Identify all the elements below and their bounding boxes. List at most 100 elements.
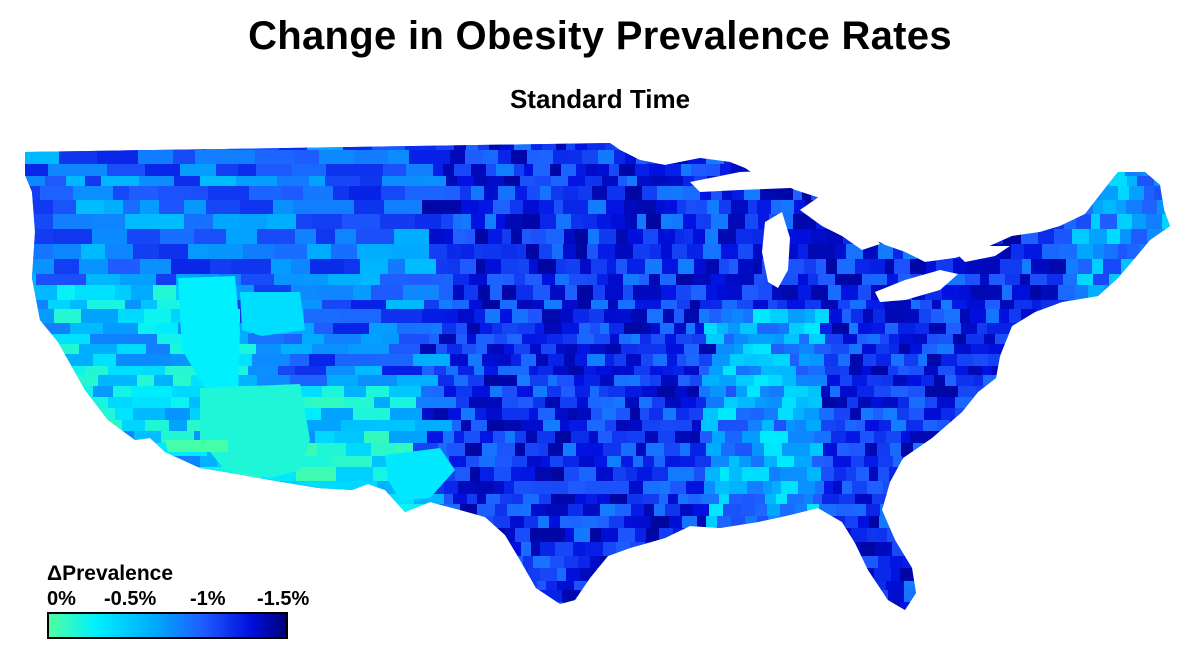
county-cell [1152,366,1165,376]
county-cell [694,467,706,482]
county-cell [627,420,643,432]
county-cell [889,344,900,355]
county-cell [903,244,918,260]
county-cell [1065,186,1080,201]
county-cell [430,274,444,286]
county-cell [517,244,527,260]
county-cell [633,581,648,591]
county-cell [579,456,595,468]
county-cell [113,386,132,398]
county-cell [129,334,158,345]
county-cell [1092,366,1109,376]
county-cell [454,375,469,387]
county-cell [1081,420,1098,432]
county-cell [693,504,710,517]
county-cell [547,528,566,543]
county-cell [829,602,845,610]
county-cell [740,323,758,335]
county-cell [718,408,737,421]
county-cell [871,323,886,335]
county-cell [706,443,722,457]
county-cell [1114,568,1131,582]
county-cell [757,516,769,529]
county-cell [847,556,862,569]
county-cell [527,456,542,468]
county-cell [465,443,483,457]
county-cell [910,344,923,355]
county-cell [564,556,579,569]
county-cell [704,481,716,495]
county-cell [960,542,975,557]
county-cell [442,528,457,543]
county-cell [706,542,721,557]
county-cell [893,244,904,260]
county-cell [1057,568,1072,582]
county-cell [1132,309,1144,324]
county-cell [610,494,628,505]
county-cell [804,542,815,557]
county-cell [639,397,653,409]
county-cell [566,568,581,582]
county-cell [1165,504,1170,517]
county-cell [414,323,433,335]
county-cell [125,481,160,495]
county-cell [1160,309,1170,324]
county-cell [1020,274,1031,286]
county-cell [616,542,631,557]
county-cell [531,229,547,245]
county-cell [1154,186,1164,201]
county-cell [307,143,344,151]
county-cell [929,516,944,529]
county-cell [45,176,67,187]
county-cell [472,386,491,398]
county-cell [1074,528,1084,543]
county-cell [805,528,819,543]
county-cell [677,300,691,310]
county-cell [431,386,445,398]
county-cell [1132,214,1147,230]
county-cell [369,494,386,505]
county-cell [900,568,916,582]
county-cell [1006,164,1022,177]
county-cell [466,143,479,151]
county-cell [1064,420,1082,432]
county-cell [628,229,644,245]
county-cell [550,481,569,495]
county-cell [996,456,1007,468]
county-cell [1075,200,1094,215]
county-cell [484,186,499,201]
county-cell [1133,334,1150,345]
county-cell [533,285,551,301]
county-cell [643,229,659,245]
county-cell [851,528,868,543]
county-cell [570,516,583,529]
county-cell [848,150,864,165]
county-cell [821,420,837,432]
county-cell [248,366,279,376]
county-cell [925,186,944,201]
county-cell [571,431,590,444]
county-cell [909,408,925,421]
county-cell [80,143,110,151]
county-cell [79,344,118,355]
county-cell [1052,164,1065,177]
county-cell [69,516,95,529]
county-cell [754,274,765,286]
county-cell [957,150,972,165]
county-cell [1071,309,1089,324]
county-cell [569,274,587,286]
county-cell [1066,516,1083,529]
county-cell [616,420,628,432]
county-cell [646,285,662,301]
county-cell [1087,481,1101,495]
county-cell [1006,143,1020,151]
county-cell [1015,494,1025,505]
county-cell [252,542,284,557]
county-cell [726,528,741,543]
county-cell [556,344,567,355]
county-cell [665,200,678,215]
county-cell [718,420,735,432]
county-cell [986,309,1000,324]
county-cell [360,259,389,275]
county-cell [206,143,229,151]
